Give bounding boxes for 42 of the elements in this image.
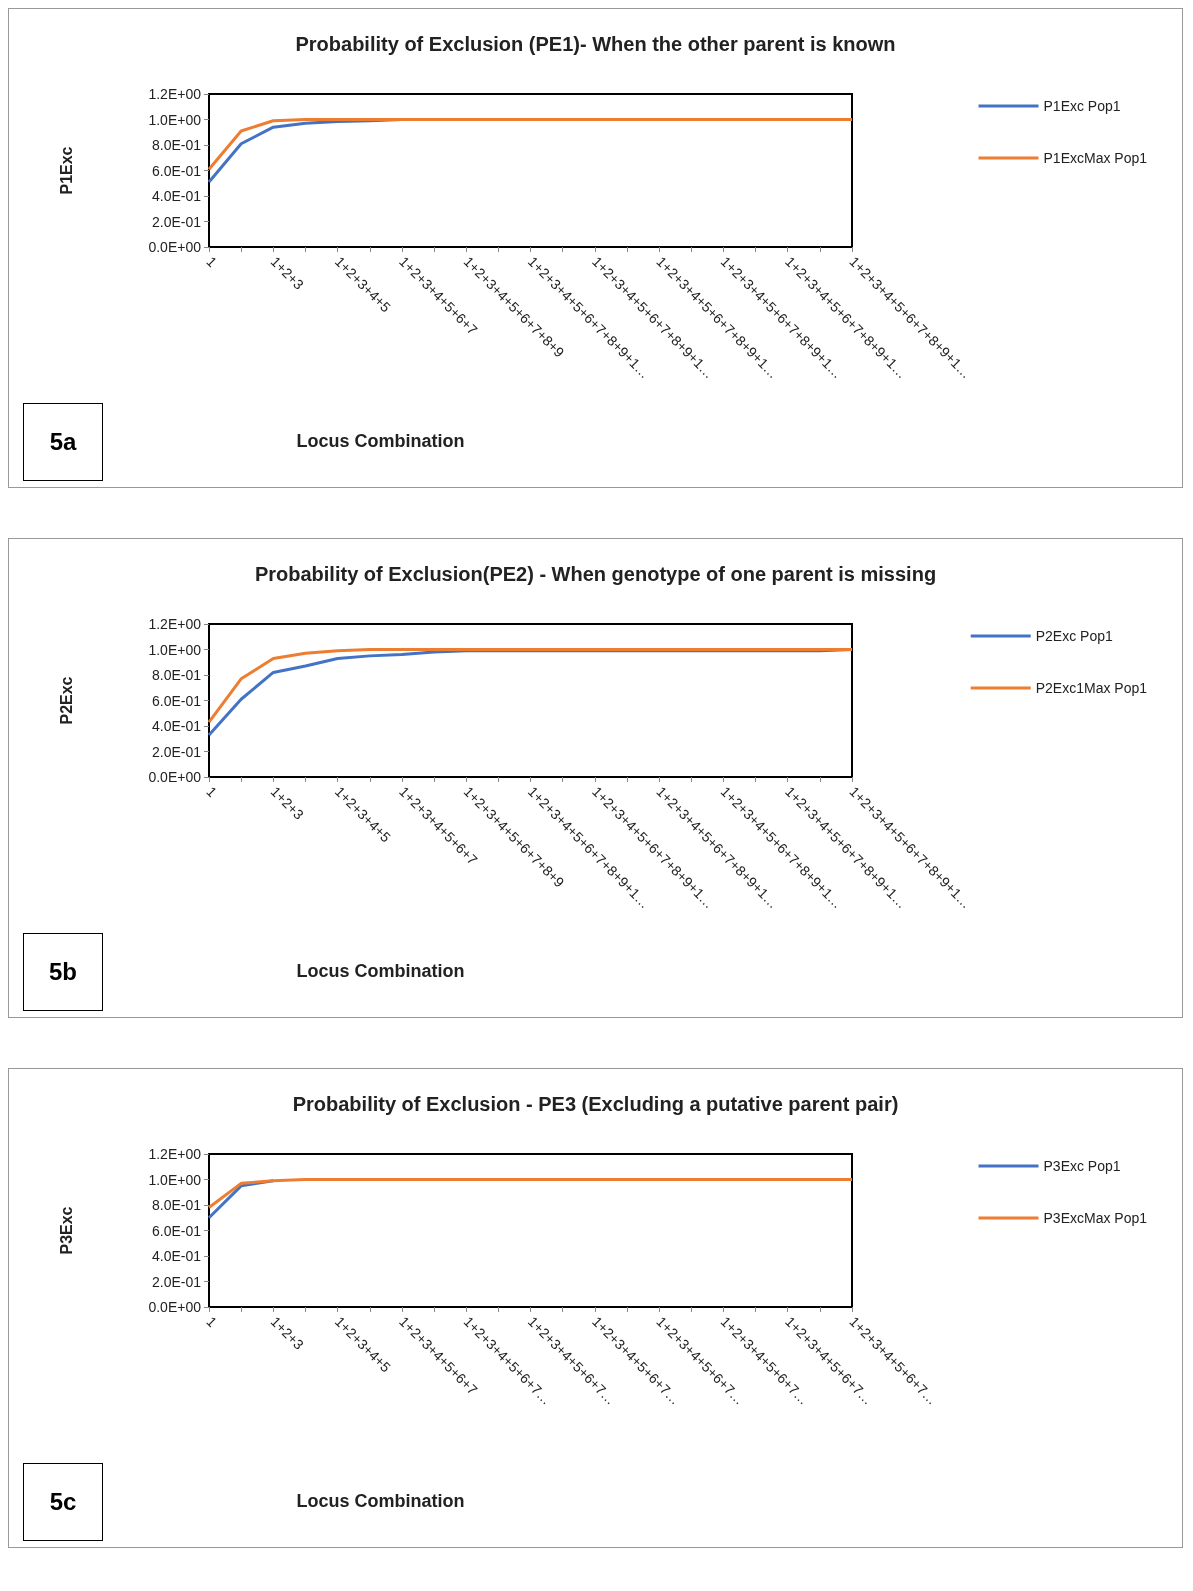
x-tick-label: 1 [203, 783, 221, 801]
chart-title: Probability of Exclusion (PE1)- When the other parent is known [295, 33, 896, 55]
y-tick-label: 2.0E-01 [151, 743, 202, 760]
y-tick-label: 6.0E-01 [151, 1222, 202, 1239]
y-tick-label: 8.0E-01 [151, 1197, 202, 1213]
x-axis-title: Locus Combination [296, 1491, 465, 1511]
y-tick-label: 1.0E+00 [148, 641, 202, 658]
y-tick-label: 4.0E-01 [151, 718, 202, 734]
legend-label: P2Exc Pop1 [1035, 628, 1113, 644]
y-tick-label: 1.2E+00 [148, 1146, 202, 1162]
legend-label: P2Exc1Max Pop1 [1035, 680, 1148, 696]
text: 5c [23, 1463, 103, 1541]
y-tick-label: 6.0E-01 [151, 692, 202, 709]
y-tick-label: 1.0E+00 [148, 111, 202, 128]
legend-label: P3ExcMax Pop1 [1043, 1210, 1148, 1226]
y-tick-label: 0.0E+00 [148, 239, 202, 255]
x-tick-label: 1 [203, 1313, 221, 1331]
y-tick-label: 4.0E-01 [151, 188, 202, 204]
x-axis-title: Locus Combination [296, 431, 465, 451]
legend-label: P1Exc Pop1 [1043, 98, 1121, 114]
y-tick-label: 1.0E+00 [148, 1171, 202, 1188]
chart-title: Probability of Exclusion(PE2) - When genotype of one parent is missing [254, 563, 937, 585]
x-axis-title: Locus Combination [296, 961, 465, 981]
y-tick-label: 4.0E-01 [151, 1248, 202, 1264]
y-tick-label: 2.0E-01 [151, 213, 202, 230]
y-tick-label: 0.0E+00 [148, 769, 202, 785]
text: 5b [23, 933, 103, 1011]
x-tick-label: 1 [203, 253, 221, 271]
y-tick-label: 1.2E+00 [148, 86, 202, 102]
y-tick-label: 2.0E-01 [151, 1273, 202, 1290]
chart-title: Probability of Exclusion - PE3 (Excluding a putative parent pair) [292, 1093, 899, 1115]
y-tick-label: 0.0E+00 [148, 1299, 202, 1315]
y-axis-title: P2Exc [57, 676, 75, 725]
y-tick-label: 8.0E-01 [151, 667, 202, 683]
y-tick-label: 8.0E-01 [151, 137, 202, 153]
y-axis-title: P1Exc [57, 146, 75, 195]
legend-label: P1ExcMax Pop1 [1043, 150, 1148, 166]
legend-label: P3Exc Pop1 [1043, 1158, 1121, 1174]
y-axis-title: P3Exc [57, 1206, 75, 1255]
y-tick-label: 6.0E-01 [151, 162, 202, 179]
y-tick-label: 1.2E+00 [148, 616, 202, 632]
text: 5a [23, 403, 103, 481]
